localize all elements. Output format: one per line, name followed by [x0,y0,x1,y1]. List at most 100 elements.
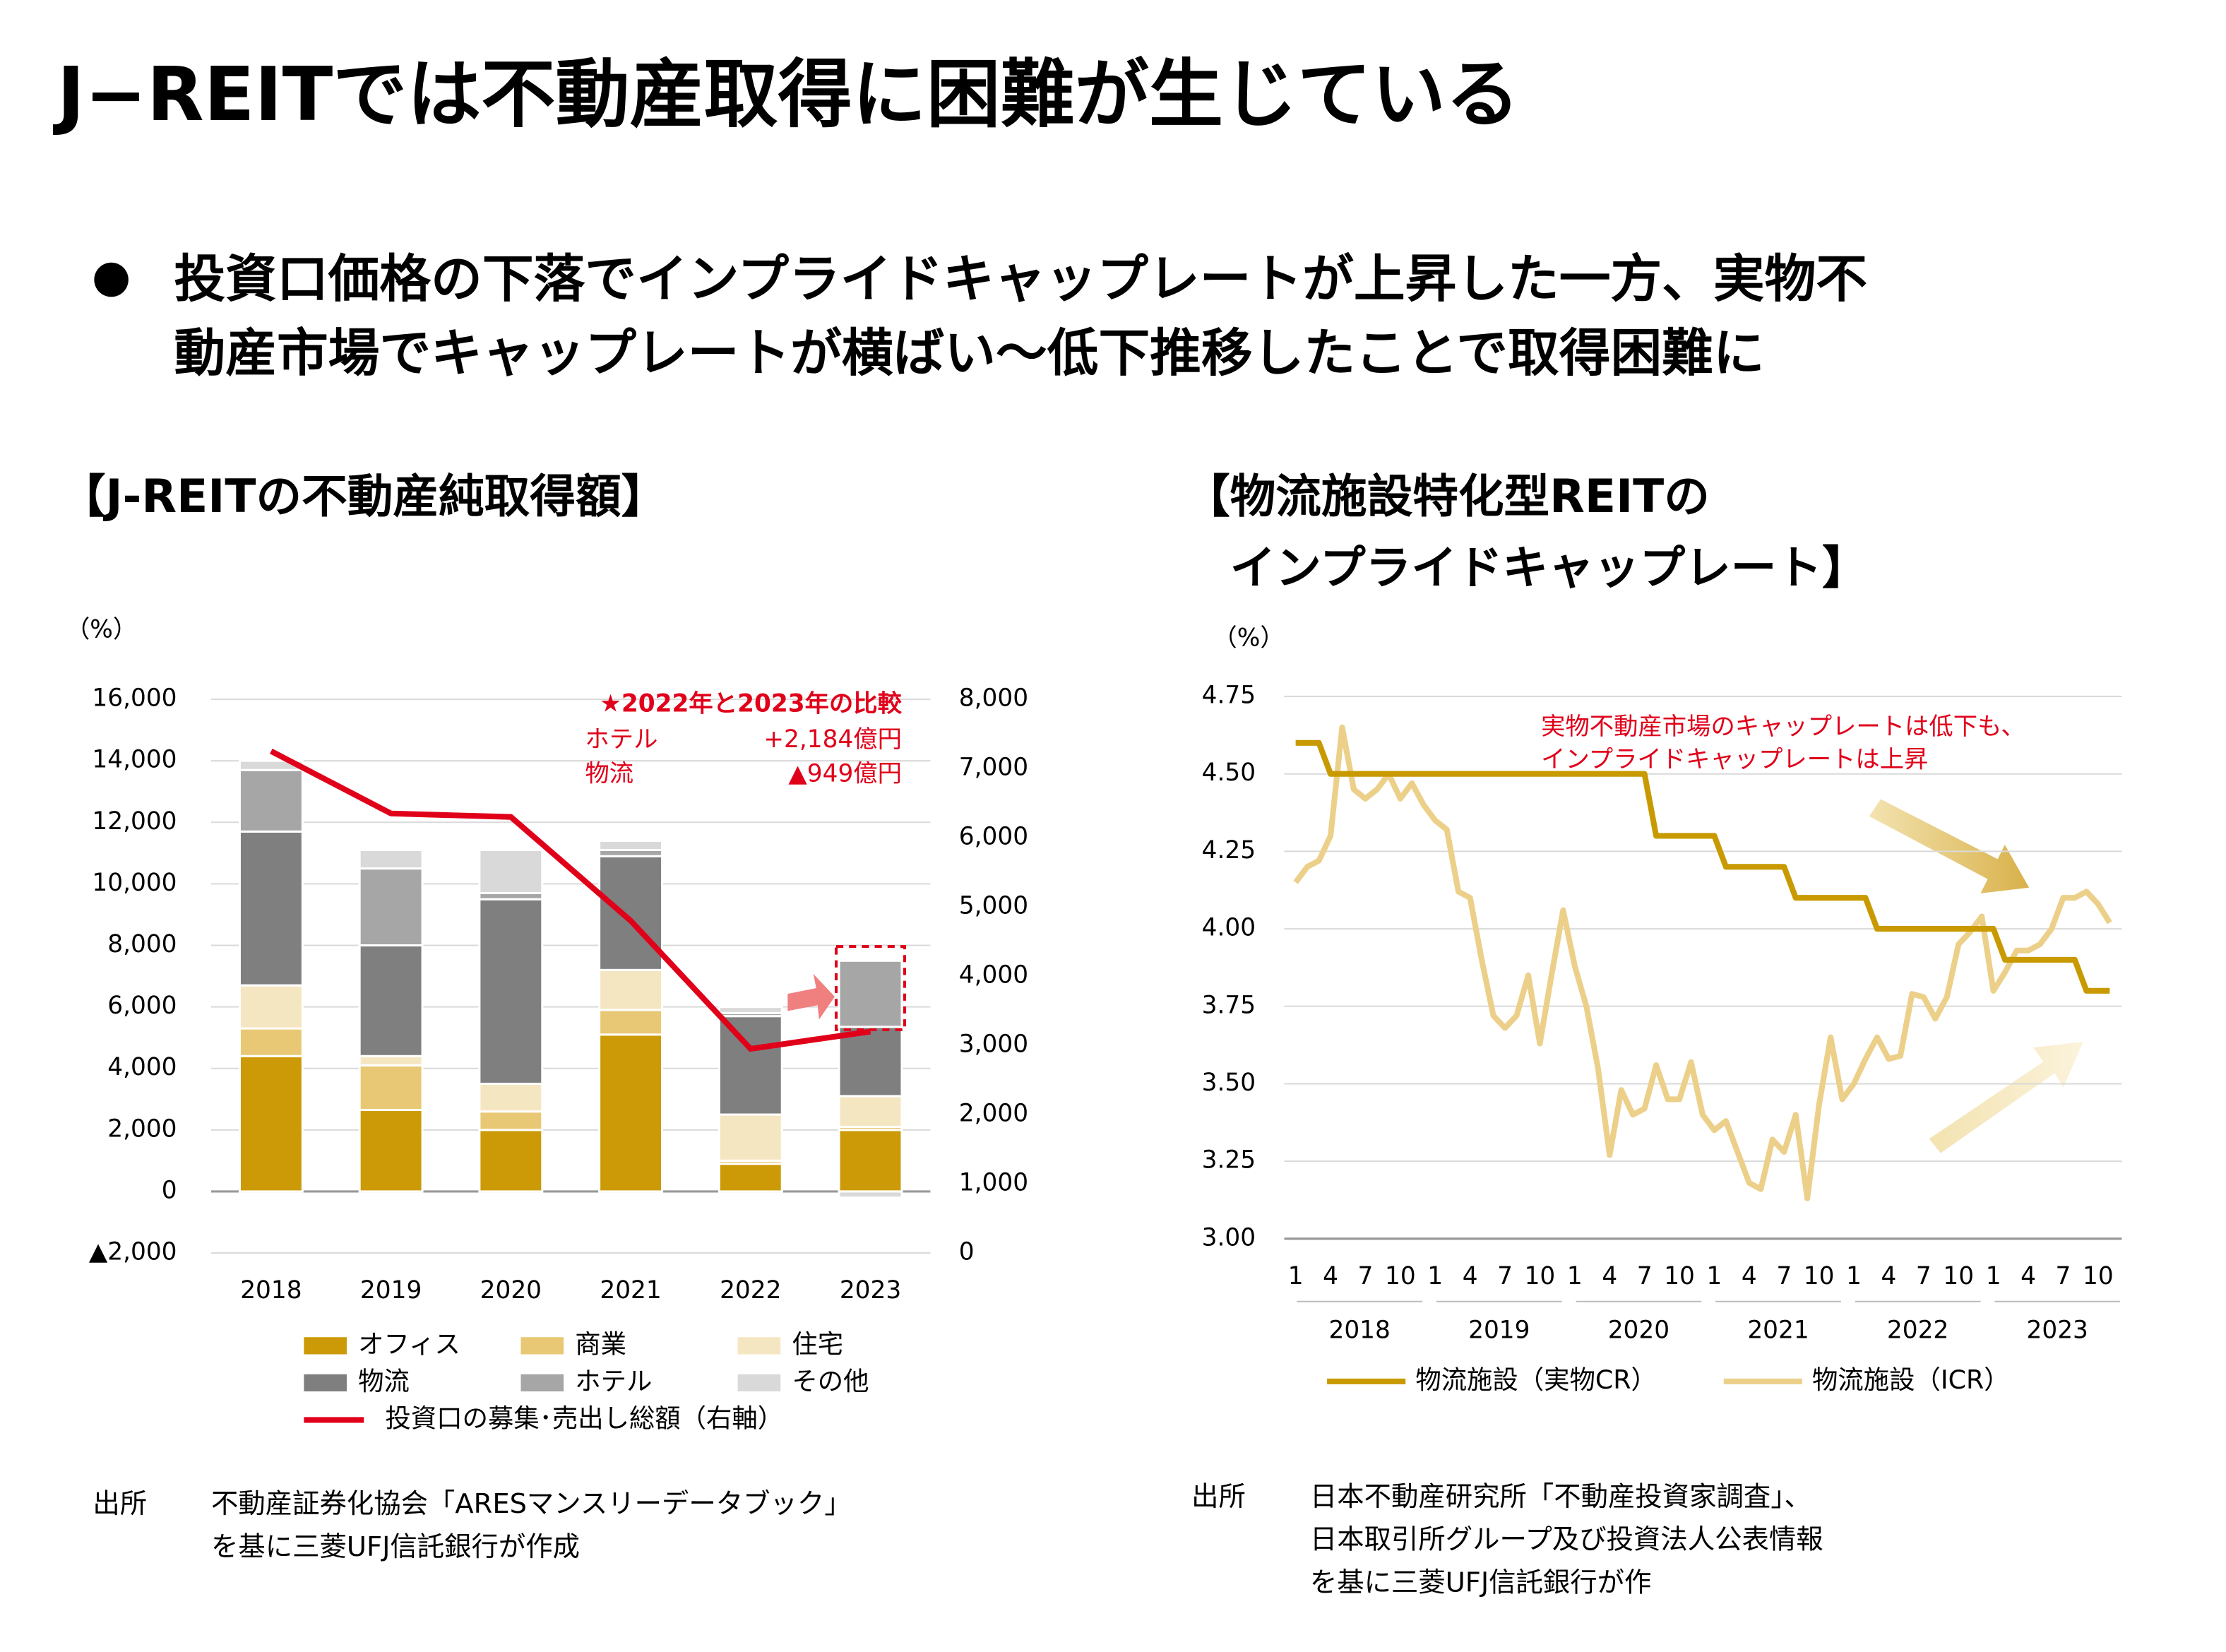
y-tick-label: 4.00 [1202,914,1256,942]
bar-segment [358,867,424,947]
x-group-label: 2021 [1747,1317,1809,1345]
legend-swatch [304,1337,347,1355]
x-tick-label: 2021 [600,1276,661,1305]
legend-swatch [520,1374,564,1392]
bar-segment [358,944,424,1057]
legend-label: 物流施設（ICR） [1812,1365,2010,1395]
chart-title: 【J-REITの不動産純取得額】 [60,470,667,523]
y2-tick-label: 5,000 [959,892,1028,920]
bar-segment [358,1108,424,1193]
bullet-text: 投資口価格の下落でインプライドキャップレートが上昇した一方、実物不 [174,249,1868,309]
bar-segment [598,855,664,971]
y-tick-label: 3.25 [1202,1146,1256,1175]
bar-segment [838,1190,903,1199]
y2-tick-label: 4,000 [959,961,1028,990]
x-tick-label: 7 [1358,1262,1374,1290]
annotation-label: 物流 [585,760,633,788]
x-tick-label: 1 [1288,1262,1304,1290]
legend-label: 物流施設（実物CR） [1415,1365,1657,1395]
bar-segment [838,1026,903,1098]
x-tick-label: 7 [2056,1262,2071,1290]
x-tick-label: 4 [1742,1262,1757,1290]
legend-label: ホテル [575,1366,652,1396]
legend-swatch [520,1337,564,1355]
bar-segment [838,1095,903,1128]
x-tick-label: 1 [1567,1262,1583,1290]
x-tick-label: 2019 [360,1276,422,1305]
x-tick-label: 10 [1943,1262,1974,1290]
bar-segment [238,1054,304,1193]
annotation-title: ★2022年と2023年の比較 [600,690,903,718]
bar-segment [718,1163,783,1193]
bar-segment [238,984,304,1030]
source-text: を基に三菱UFJ信託銀行が作 [1310,1567,1652,1598]
bar-segment [478,1129,544,1193]
y-tick-label: 14,000 [92,746,177,774]
bar-segment [718,1015,783,1116]
bar-segment [478,848,544,894]
bar-segment [238,1027,304,1057]
bar-segment [838,959,903,1028]
y-tick-label: 3.50 [1202,1069,1256,1097]
bar-segment [238,830,304,987]
y-tick-label: 3.00 [1202,1223,1256,1252]
legend-label: 投資口の募集･売出し総額（右軸） [386,1403,784,1433]
annotation-label: ホテル [585,725,657,754]
source-text: 日本不動産研究所「不動産投資家調査」、 [1310,1481,1811,1513]
y-tick-label: 0 [162,1176,177,1204]
y-tick-label: 4.75 [1202,682,1256,710]
bar-segment [598,1009,664,1036]
annotation-value: +2,184億円 [763,725,902,754]
x-tick-label: 2020 [480,1276,542,1305]
bar-segment [358,1064,424,1112]
y-tick-label: 4,000 [107,1053,177,1081]
source-label: 出所 [93,1488,147,1520]
y-axis-unit: （%） [1213,624,1284,653]
line-series [1295,739,2110,994]
legend-label: オフィス [358,1329,460,1359]
legend-label: 商業 [575,1329,626,1359]
y2-tick-label: 6,000 [959,823,1028,851]
x-tick-label: 7 [1916,1262,1932,1290]
annotation-value: ▲949億円 [788,760,902,788]
bar-segment [718,1113,783,1162]
legend-label: 物流 [358,1366,410,1396]
y2-tick-label: 8,000 [959,684,1028,713]
bar-segment [358,848,424,870]
x-tick-label: 1 [1427,1262,1443,1290]
x-tick-label: 10 [1804,1262,1835,1290]
y-tick-label: 4.25 [1202,836,1256,864]
x-tick-label: 7 [1776,1262,1792,1290]
x-tick-label: 4 [1323,1262,1338,1290]
y-tick-label: 10,000 [92,869,177,897]
x-tick-label: 10 [2083,1262,2114,1290]
x-tick-label: 7 [1637,1262,1653,1290]
up-arrow [1929,1042,2083,1153]
source-text: 不動産証券化協会「ARESマンスリーデータブック」 [211,1488,852,1520]
annotation: インプライドキャップレートは上昇 [1541,745,1928,773]
bar-segment [598,968,664,1011]
bar-segment [478,1082,544,1113]
y-tick-label: 16,000 [92,684,177,713]
x-tick-label: 1 [1707,1262,1722,1290]
x-tick-label: 4 [2020,1262,2036,1290]
source-label: 出所 [1191,1481,1246,1513]
bar-segment [358,1054,424,1066]
annotation: 実物不動産市場のキャップレートは低下も、 [1541,713,2025,741]
source-text: 日本取引所グループ及び投資法人公表情報 [1310,1524,1823,1556]
bar-segment [478,1110,544,1131]
x-tick-label: 1 [1986,1262,2001,1290]
x-tick-label: 4 [1602,1262,1617,1290]
legend-label: 住宅 [792,1329,843,1359]
y-tick-label: ▲2,000 [89,1238,177,1266]
x-group-label: 2020 [1608,1317,1670,1345]
bar-segment [238,768,304,833]
legend-swatch [304,1374,347,1392]
x-tick-label: 10 [1385,1262,1416,1290]
x-tick-label: 7 [1497,1262,1513,1290]
down-arrow [1869,799,2030,893]
x-tick-label: 4 [1881,1262,1897,1290]
highlight-box [835,945,907,1031]
